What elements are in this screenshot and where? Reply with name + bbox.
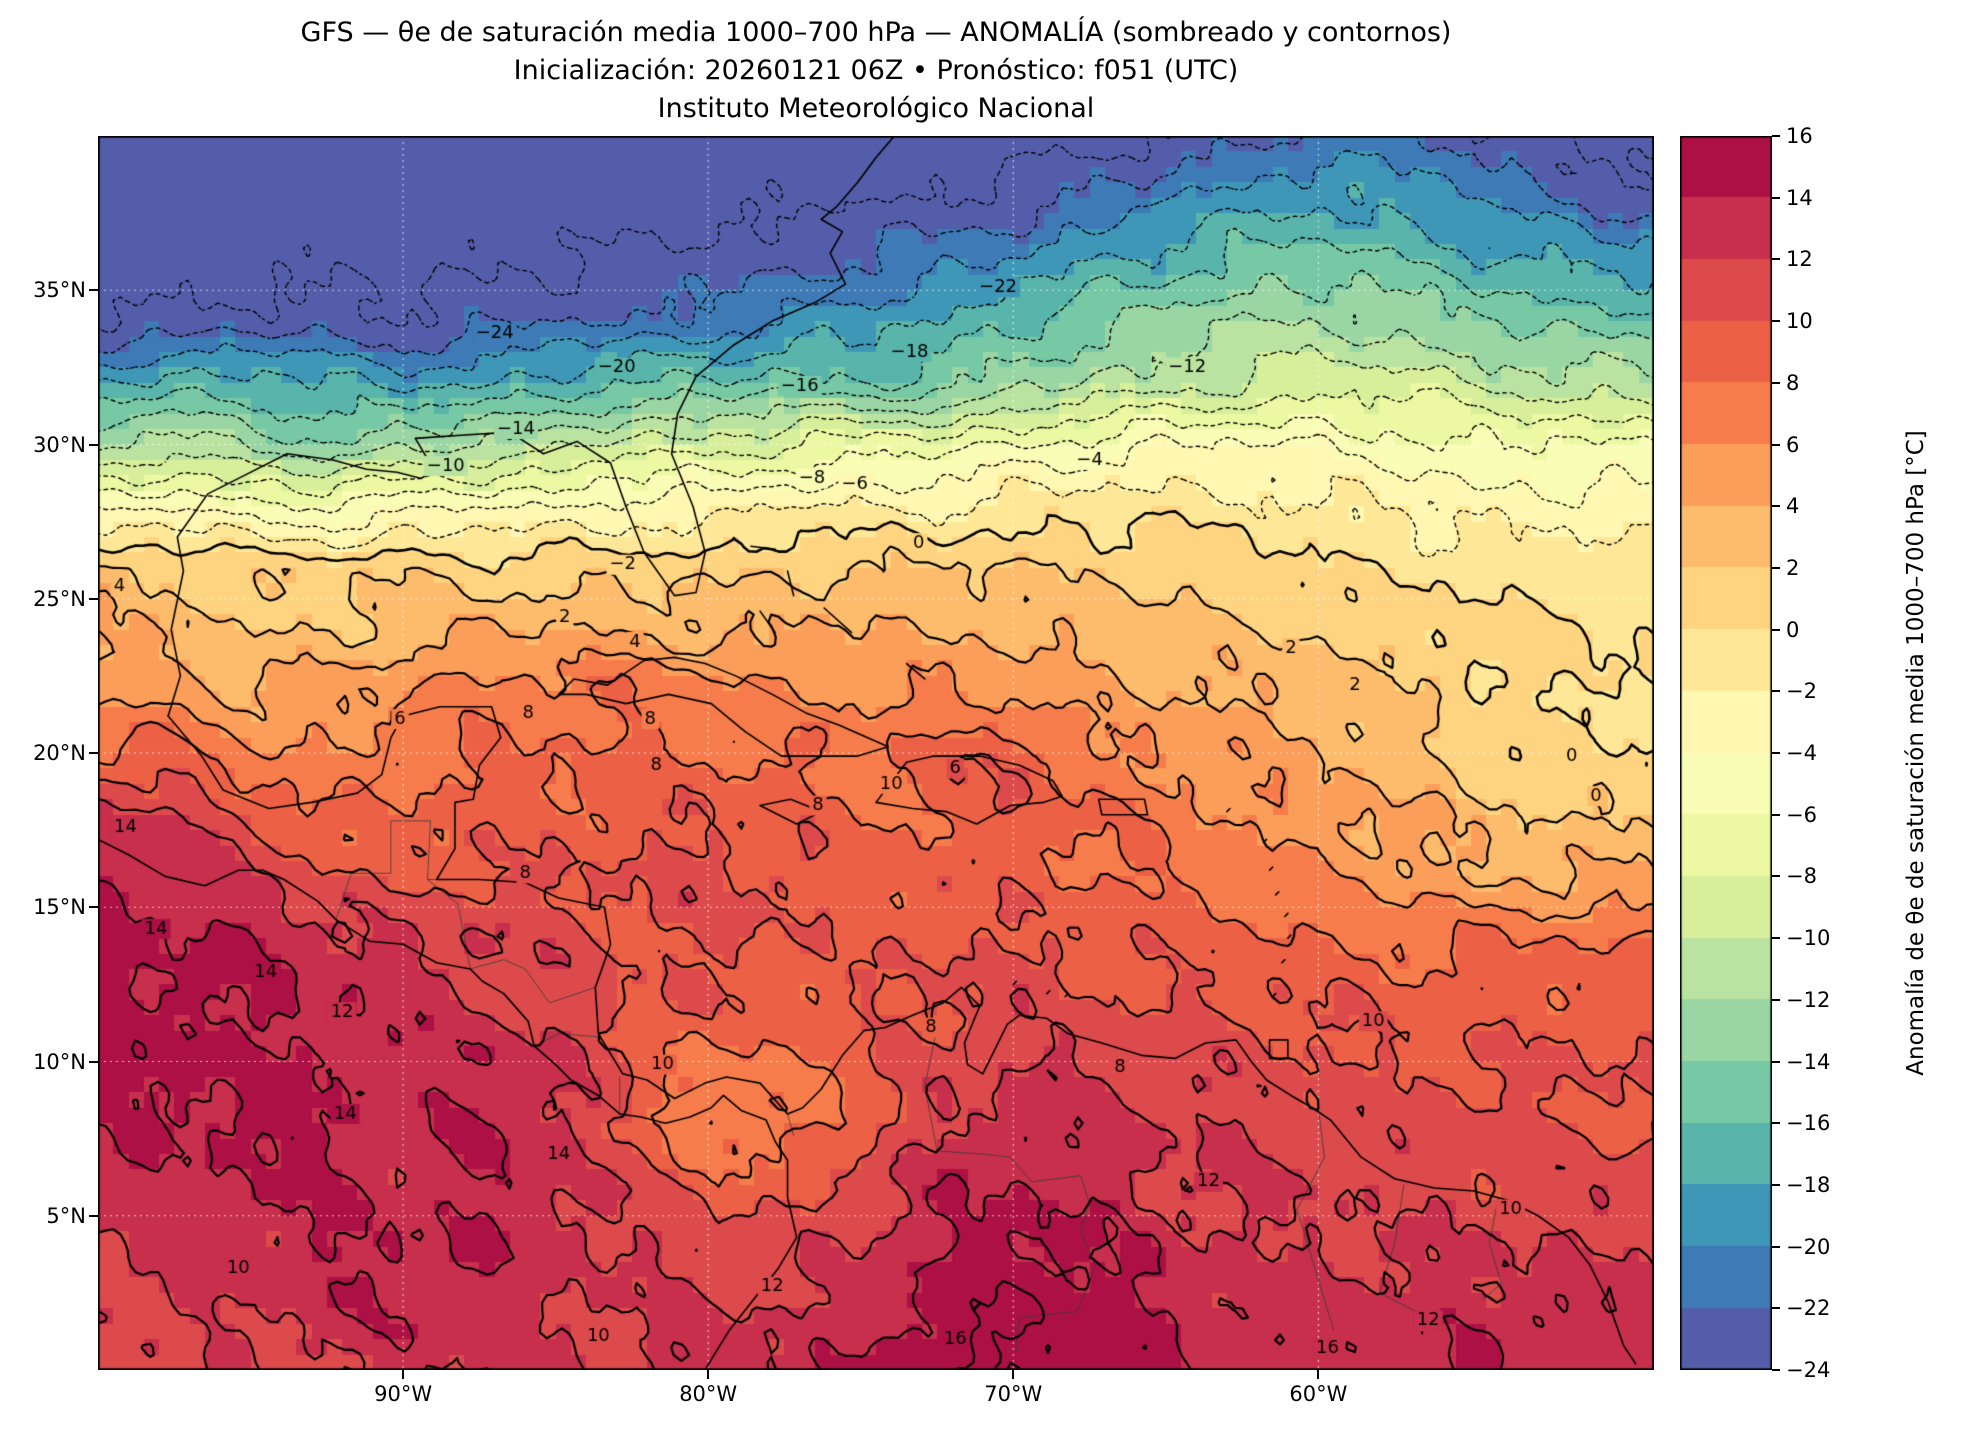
figure-title-block: GFS — θe de saturación media 1000–700 hP… [98, 14, 1654, 128]
colorbar-tick-mark [1772, 628, 1780, 631]
colorbar-tick-mark [1772, 566, 1780, 569]
colorbar-tick-label: −14 [1786, 1049, 1831, 1074]
colorbar-tick-label: −20 [1786, 1234, 1831, 1259]
colorbar-tick-mark [1772, 1183, 1780, 1186]
y-tick-mark [89, 289, 98, 292]
colorbar-tick-mark [1772, 813, 1780, 816]
x-tick-mark [1012, 1370, 1015, 1379]
colorbar-tick-label: −6 [1786, 802, 1817, 827]
y-tick-mark [89, 1060, 98, 1063]
x-tick-label: 60°W [1289, 1382, 1348, 1406]
colorbar-tick-label: 8 [1786, 370, 1800, 395]
colorbar-tick-label: −2 [1786, 679, 1817, 704]
colorbar-canvas [1680, 136, 1772, 1370]
colorbar-tick-mark [1772, 875, 1780, 878]
y-tick-mark [89, 1214, 98, 1217]
colorbar-tick-label: 0 [1786, 617, 1800, 642]
colorbar-tick-mark [1772, 381, 1780, 384]
map-canvas [98, 136, 1654, 1370]
colorbar-tick-mark [1772, 690, 1780, 693]
colorbar-tick-mark [1772, 320, 1780, 323]
colorbar-tick-label: 2 [1786, 555, 1800, 580]
x-tick-mark [1317, 1370, 1320, 1379]
colorbar-tick-mark [1772, 443, 1780, 446]
colorbar-tick-mark [1772, 1307, 1780, 1310]
colorbar-tick-label: −10 [1786, 926, 1831, 951]
y-tick-label: 20°N [33, 741, 86, 765]
y-tick-label: 25°N [33, 586, 86, 611]
colorbar-tick-label: 4 [1786, 494, 1800, 519]
colorbar-tick-label: 6 [1786, 432, 1800, 457]
colorbar-tick-label: −12 [1786, 987, 1831, 1012]
y-tick-label: 15°N [33, 895, 86, 920]
x-tick-label: 90°W [374, 1382, 433, 1406]
colorbar-tick-label: 14 [1786, 185, 1813, 210]
x-tick-mark [707, 1370, 710, 1379]
colorbar-tick-label: 16 [1786, 124, 1813, 148]
colorbar-tick-mark [1772, 258, 1780, 261]
colorbar-tick-mark [1772, 937, 1780, 940]
x-tick-mark [402, 1370, 405, 1379]
colorbar-tick-mark [1772, 752, 1780, 754]
y-tick-mark [89, 443, 98, 446]
colorbar-tick-mark [1772, 1122, 1780, 1125]
y-tick-label: 5°N [46, 1203, 86, 1228]
y-tick-label: 30°N [33, 432, 86, 457]
y-tick-label: 35°N [33, 278, 86, 303]
colorbar-tick-mark [1772, 998, 1780, 1001]
colorbar-tick-label: −18 [1786, 1172, 1831, 1197]
colorbar-label: Anomalía de θe de saturación media 1000–… [1903, 430, 1929, 1076]
figure-subtitle: Inicialización: 20260121 06Z • Pronóstic… [513, 55, 1239, 86]
figure-institution: Instituto Meteorológico Nacional [657, 93, 1095, 124]
colorbar-tick-mark [1772, 196, 1780, 199]
y-tick-label: 10°N [33, 1049, 86, 1074]
colorbar-tick-mark [1772, 1369, 1780, 1371]
colorbar-tick-mark [1772, 1060, 1780, 1063]
y-tick-mark [89, 597, 98, 600]
colorbar-tick-label: −16 [1786, 1111, 1831, 1136]
colorbar-tick-label: −8 [1786, 864, 1817, 889]
colorbar-tick-label: 10 [1786, 309, 1813, 334]
x-tick-label: 70°W [984, 1382, 1043, 1406]
colorbar-tick-mark [1772, 505, 1780, 508]
y-tick-mark [89, 906, 98, 909]
figure-title: GFS — θe de saturación media 1000–700 hP… [300, 17, 1452, 48]
colorbar-tick-label: −22 [1786, 1296, 1831, 1321]
x-tick-label: 80°W [679, 1382, 738, 1406]
colorbar-tick-label: −24 [1786, 1358, 1831, 1382]
colorbar-tick-mark [1772, 1245, 1780, 1248]
colorbar-tick-mark [1772, 135, 1780, 137]
colorbar-tick-label: −4 [1786, 741, 1817, 765]
colorbar-tick-label: 12 [1786, 247, 1813, 272]
y-tick-mark [89, 752, 98, 754]
